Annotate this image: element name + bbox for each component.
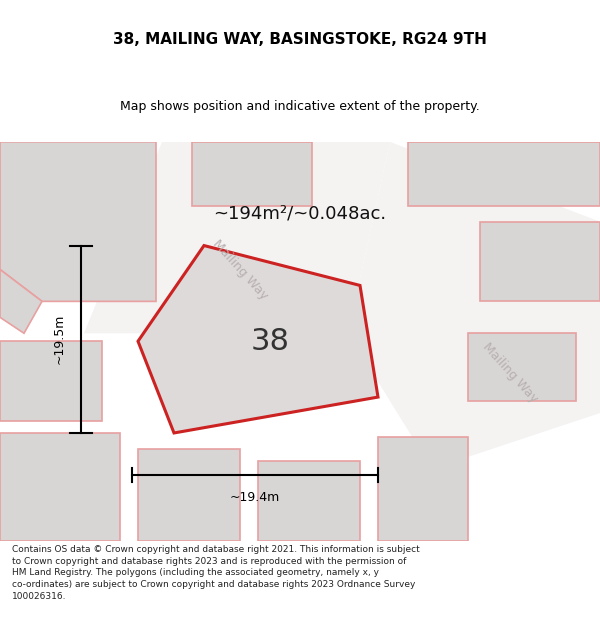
Polygon shape (0, 433, 120, 541)
Polygon shape (348, 142, 600, 469)
Polygon shape (408, 142, 600, 206)
Polygon shape (0, 142, 156, 301)
Text: Mailing Way: Mailing Way (210, 237, 270, 302)
Polygon shape (258, 461, 360, 541)
Text: 38, MAILING WAY, BASINGSTOKE, RG24 9TH: 38, MAILING WAY, BASINGSTOKE, RG24 9TH (113, 32, 487, 48)
Polygon shape (138, 449, 240, 541)
Polygon shape (468, 333, 576, 401)
Text: ~19.4m: ~19.4m (230, 491, 280, 504)
Text: ~194m²/~0.048ac.: ~194m²/~0.048ac. (214, 204, 386, 222)
Polygon shape (84, 142, 390, 333)
Text: Contains OS data © Crown copyright and database right 2021. This information is : Contains OS data © Crown copyright and d… (12, 545, 420, 601)
Text: ~19.5m: ~19.5m (53, 314, 66, 364)
Text: Mailing Way: Mailing Way (480, 341, 540, 406)
Polygon shape (0, 269, 42, 333)
Text: Map shows position and indicative extent of the property.: Map shows position and indicative extent… (120, 100, 480, 113)
Polygon shape (378, 437, 468, 541)
Polygon shape (0, 341, 102, 421)
Polygon shape (138, 246, 378, 433)
Polygon shape (480, 222, 600, 301)
Polygon shape (192, 142, 312, 206)
Text: 38: 38 (251, 327, 290, 356)
